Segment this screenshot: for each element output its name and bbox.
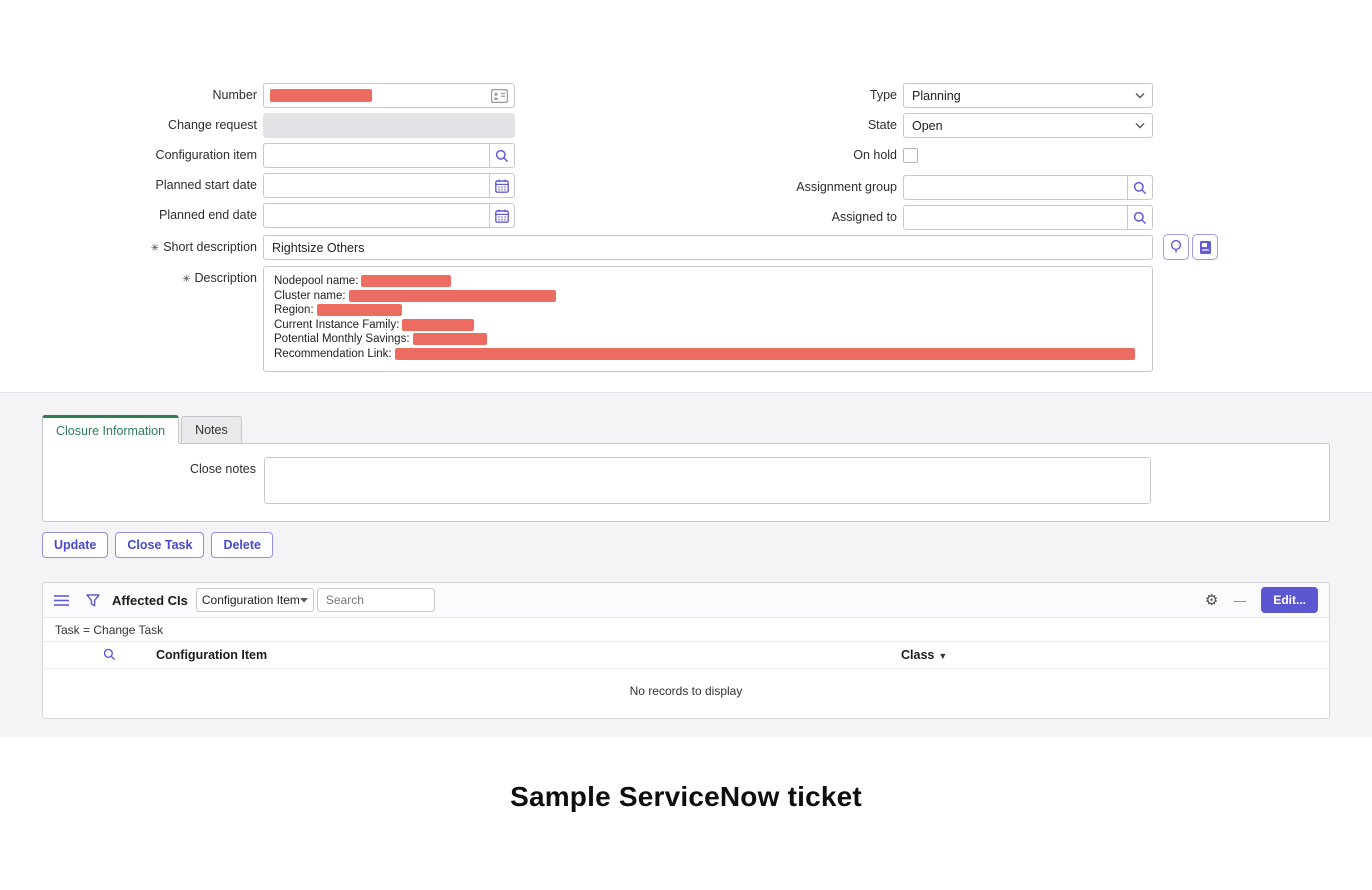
close-notes-label: Close notes bbox=[189, 462, 256, 476]
description-line: Current Instance Family: bbox=[274, 318, 1142, 333]
column-search-icon[interactable] bbox=[103, 648, 116, 661]
column-header-class[interactable]: Class ▼ bbox=[901, 648, 948, 662]
calendar-icon bbox=[495, 179, 509, 193]
update-button[interactable]: Update bbox=[42, 532, 109, 558]
search-icon bbox=[1133, 181, 1147, 194]
affected-cis-panel: Affected CIs Configuration Item ( ⚙ — Ed… bbox=[42, 582, 1330, 719]
assignment-group-input[interactable] bbox=[910, 176, 1121, 199]
closure-information-panel: Close notes bbox=[42, 443, 1330, 522]
description-line: Potential Monthly Savings: bbox=[274, 332, 1142, 347]
caret-down-icon bbox=[299, 597, 308, 603]
planned-start-date-label: Planned start date bbox=[155, 178, 257, 192]
number-field[interactable] bbox=[263, 83, 515, 108]
redaction-bar bbox=[270, 89, 372, 102]
number-value-redacted bbox=[264, 84, 491, 107]
on-hold-label: On hold bbox=[853, 148, 897, 162]
related-content-section: Closure Information Notes Close notes Up… bbox=[0, 392, 1372, 737]
collapse-list-icon[interactable]: — bbox=[1233, 592, 1247, 608]
column-header-configuration-item[interactable]: Configuration Item bbox=[156, 648, 268, 662]
planned-start-date-calendar-button[interactable] bbox=[489, 174, 514, 197]
change-task-form: Number Change request Configuration item… bbox=[0, 0, 1372, 392]
list-filter-breadcrumb[interactable]: Task = Change Task bbox=[43, 618, 1329, 642]
close-notes-textarea[interactable] bbox=[264, 457, 1151, 504]
suggestion-lightbulb-button[interactable] bbox=[1163, 234, 1189, 260]
configuration-item-lookup-button[interactable] bbox=[489, 144, 514, 167]
assignment-group-lookup-button[interactable] bbox=[1127, 176, 1152, 199]
calendar-icon bbox=[495, 209, 509, 223]
type-label: Type bbox=[869, 88, 897, 102]
required-mark: ✳ bbox=[150, 243, 160, 254]
filter-icon[interactable] bbox=[86, 593, 100, 607]
planned-start-date-input[interactable] bbox=[270, 174, 483, 197]
preview-record-icon[interactable] bbox=[491, 88, 508, 103]
required-mark: ✳ bbox=[182, 274, 191, 285]
knowledge-search-button[interactable] bbox=[1192, 234, 1218, 260]
search-column-value: Configuration Item ( bbox=[201, 593, 300, 607]
sort-caret-icon: ▼ bbox=[938, 651, 948, 661]
state-value: Open bbox=[912, 118, 943, 133]
description-line: Cluster name: bbox=[274, 289, 1142, 304]
planned-start-date-field[interactable] bbox=[263, 173, 515, 198]
book-icon bbox=[1199, 240, 1211, 254]
state-select[interactable]: Open bbox=[903, 113, 1153, 138]
affected-cis-header: Affected CIs Configuration Item ( ⚙ — Ed… bbox=[43, 583, 1329, 618]
form-tabs: Closure Information Notes bbox=[42, 415, 242, 444]
edit-button[interactable]: Edit... bbox=[1261, 587, 1318, 613]
planned-end-date-calendar-button[interactable] bbox=[489, 204, 514, 227]
planned-end-date-field[interactable] bbox=[263, 203, 515, 228]
number-label: Number bbox=[212, 88, 257, 102]
description-line: Region: bbox=[274, 303, 1142, 318]
configuration-item-field[interactable] bbox=[263, 143, 515, 168]
close-task-button[interactable]: Close Task bbox=[115, 532, 205, 558]
search-icon bbox=[495, 149, 509, 162]
search-icon bbox=[1133, 211, 1147, 224]
type-value: Planning bbox=[912, 88, 961, 103]
planned-end-date-label: Planned end date bbox=[158, 208, 257, 222]
redaction-bar bbox=[316, 304, 402, 317]
on-hold-checkbox[interactable] bbox=[903, 148, 918, 163]
description-label: ✳ Description bbox=[182, 271, 257, 285]
assigned-to-lookup-button[interactable] bbox=[1127, 206, 1152, 229]
assignment-group-label: Assignment group bbox=[796, 180, 897, 194]
redaction-bar bbox=[402, 318, 475, 331]
planned-end-date-input[interactable] bbox=[270, 204, 483, 227]
description-textarea[interactable]: Nodepool name: Cluster name: Region: Cur… bbox=[263, 266, 1153, 372]
tab-closure-information[interactable]: Closure Information bbox=[42, 415, 180, 444]
type-select[interactable]: Planning bbox=[903, 83, 1153, 108]
short-description-field[interactable] bbox=[263, 235, 1153, 260]
assigned-to-label: Assigned to bbox=[831, 210, 897, 224]
search-column-select[interactable]: Configuration Item ( bbox=[195, 588, 314, 612]
image-caption: Sample ServiceNow ticket bbox=[510, 781, 862, 812]
redaction-bar bbox=[361, 274, 452, 287]
change-request-label: Change request bbox=[168, 118, 257, 132]
chevron-down-icon bbox=[1135, 92, 1145, 99]
list-header-controls: ⚙ — Edit... bbox=[1205, 587, 1318, 613]
gear-icon[interactable]: ⚙ bbox=[1204, 591, 1219, 609]
configuration-item-label: Configuration item bbox=[155, 148, 257, 162]
redaction-bar bbox=[412, 333, 487, 346]
description-line: Recommendation Link: bbox=[274, 347, 1142, 362]
empty-list-message: No records to display bbox=[629, 684, 743, 698]
list-column-headers: Configuration Item Class ▼ bbox=[43, 642, 1329, 669]
chevron-down-icon bbox=[1135, 122, 1145, 129]
assignment-group-field[interactable] bbox=[903, 175, 1153, 200]
delete-button[interactable]: Delete bbox=[211, 532, 273, 558]
change-request-field bbox=[263, 113, 515, 138]
assigned-to-input[interactable] bbox=[910, 206, 1121, 229]
state-label: State bbox=[867, 118, 897, 132]
tab-notes[interactable]: Notes bbox=[181, 416, 242, 444]
lightbulb-icon bbox=[1170, 239, 1182, 253]
short-description-input[interactable] bbox=[264, 236, 1152, 259]
short-description-label: ✳ Short description bbox=[150, 240, 257, 254]
configuration-item-input[interactable] bbox=[270, 144, 483, 167]
redaction-bar bbox=[394, 347, 1135, 360]
redaction-bar bbox=[348, 289, 556, 302]
description-line: Nodepool name: bbox=[274, 274, 1142, 289]
list-context-menu-icon[interactable] bbox=[54, 594, 69, 606]
list-search-input[interactable] bbox=[316, 588, 435, 612]
assigned-to-field[interactable] bbox=[903, 205, 1153, 230]
affected-cis-title: Affected CIs bbox=[112, 592, 188, 608]
form-actions: Update Close Task Delete bbox=[42, 532, 273, 558]
